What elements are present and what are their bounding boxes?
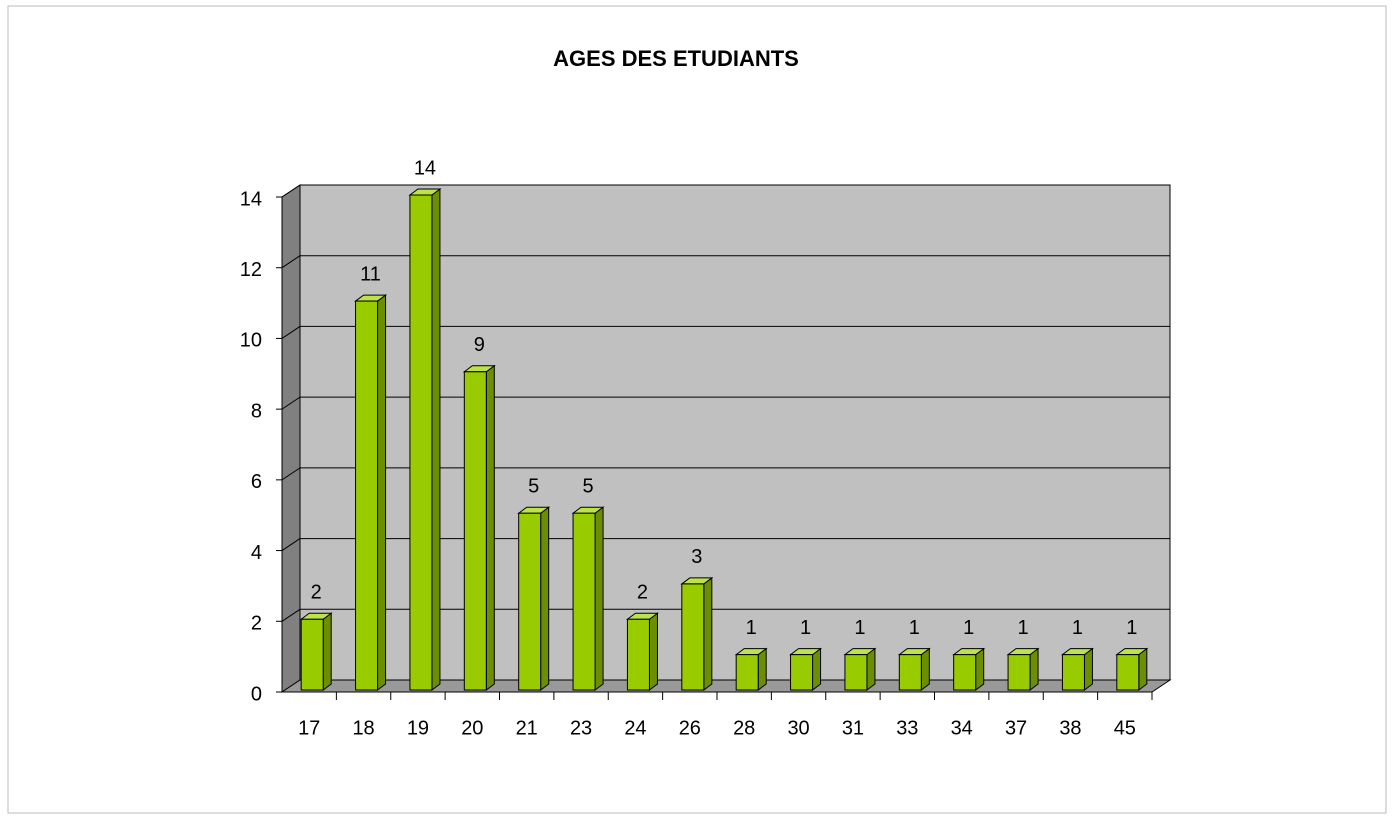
bar-side	[920, 647, 930, 691]
bar	[681, 583, 705, 691]
bar	[300, 618, 324, 691]
bar-side	[377, 294, 387, 691]
x-tick-label: 19	[407, 717, 429, 739]
bar	[953, 654, 977, 691]
bar	[790, 654, 814, 691]
y-tick-label: 14	[240, 188, 262, 210]
x-tick-label: 24	[624, 717, 646, 739]
bar-side	[757, 647, 767, 691]
y-tick-label: 2	[251, 613, 262, 635]
bar	[1116, 654, 1140, 691]
y-tick-label: 4	[251, 542, 262, 564]
value-label: 1	[1126, 617, 1137, 639]
value-label: 1	[800, 617, 811, 639]
grid-line	[281, 184, 301, 198]
bar	[409, 194, 433, 691]
grid-line	[281, 608, 301, 622]
value-label: 5	[583, 475, 594, 497]
bar-side	[866, 647, 876, 691]
x-tick-label: 31	[842, 717, 864, 739]
value-label: 2	[637, 582, 648, 604]
bar-side	[648, 612, 658, 691]
y-tick-label: 10	[240, 330, 262, 352]
side-wall	[281, 184, 301, 693]
x-tick-label: 38	[1059, 717, 1081, 739]
y-tick-label: 8	[251, 400, 262, 422]
grid-line	[281, 326, 301, 339]
bar-side	[1138, 647, 1148, 691]
value-label: 1	[854, 617, 865, 639]
y-tick-label: 6	[251, 471, 262, 493]
bar-side	[540, 506, 550, 691]
y-tick-label: 0	[251, 683, 262, 705]
bar-side	[1083, 647, 1093, 691]
value-label: 1	[1018, 617, 1029, 639]
value-label: 3	[691, 546, 702, 568]
x-tick-label: 26	[679, 717, 701, 739]
bar	[735, 654, 759, 691]
value-label: 14	[414, 157, 436, 179]
x-tick-label: 33	[896, 717, 918, 739]
value-label: 2	[311, 582, 322, 604]
value-label: 1	[1072, 617, 1083, 639]
grid-line	[281, 467, 301, 481]
bar	[1007, 654, 1031, 691]
value-label: 1	[909, 617, 920, 639]
bar	[518, 512, 542, 691]
x-tick-label: 23	[570, 717, 592, 739]
x-tick-label: 21	[516, 717, 538, 739]
bar	[1061, 654, 1085, 691]
bar-side	[431, 188, 441, 691]
bar-side	[485, 364, 495, 691]
bar	[898, 654, 922, 691]
y-tick-label: 12	[240, 259, 262, 281]
bar-side	[1029, 647, 1039, 691]
x-tick-label: 37	[1005, 717, 1027, 739]
bar-side	[975, 647, 985, 691]
bar	[355, 300, 379, 691]
bar	[572, 512, 596, 691]
x-tick-label: 30	[787, 717, 809, 739]
value-label: 9	[474, 334, 485, 356]
grid-line	[281, 538, 301, 551]
bar	[626, 618, 650, 691]
bar-side	[322, 612, 332, 691]
grid-line	[281, 396, 301, 410]
chart-title: AGES DES ETUDIANTS	[553, 46, 799, 71]
x-tick-label: 34	[951, 717, 973, 739]
bar-side	[703, 576, 713, 691]
bar-side	[594, 506, 604, 691]
value-label: 11	[360, 263, 381, 285]
bar	[844, 654, 868, 691]
value-label: 5	[528, 475, 539, 497]
bar-side	[812, 647, 822, 691]
bar	[463, 371, 487, 691]
x-tick-label: 28	[733, 717, 755, 739]
value-label: 1	[963, 617, 974, 639]
x-tick-label: 17	[298, 717, 320, 739]
x-tick-label: 45	[1114, 717, 1136, 739]
value-label: 1	[746, 617, 757, 639]
grid-line	[281, 255, 301, 269]
x-tick-label: 18	[352, 717, 374, 739]
x-tick-label: 20	[461, 717, 483, 739]
